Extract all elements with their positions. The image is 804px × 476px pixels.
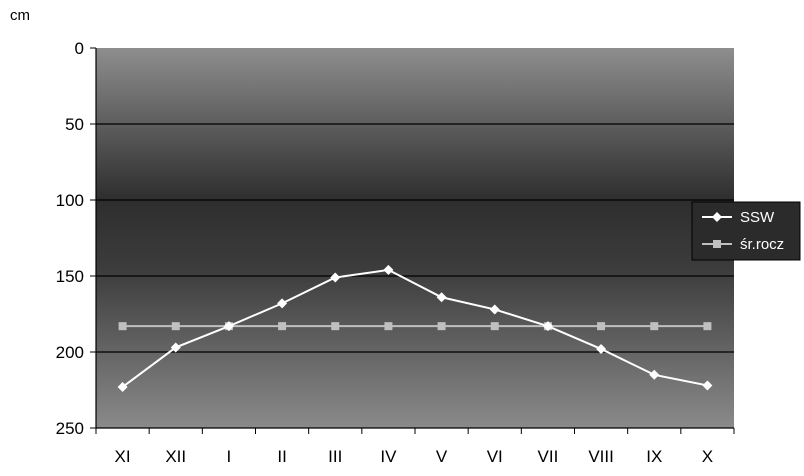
legend: SSW śr.rocz bbox=[691, 201, 801, 261]
y-tick-label: 100 bbox=[56, 191, 84, 210]
y-axis-label: cm bbox=[10, 7, 30, 24]
y-tick-label: 150 bbox=[56, 267, 84, 286]
data-point bbox=[649, 369, 660, 380]
data-point bbox=[384, 322, 393, 331]
legend-label: śr.rocz bbox=[740, 236, 784, 253]
series-line bbox=[121, 268, 708, 388]
data-point bbox=[171, 322, 180, 331]
data-point bbox=[490, 322, 499, 331]
data-point bbox=[223, 321, 234, 332]
legend-marker bbox=[713, 240, 721, 248]
grid-lines bbox=[96, 123, 734, 353]
legend-box bbox=[691, 201, 801, 261]
x-tick-label: IV bbox=[380, 447, 397, 466]
data-point bbox=[278, 322, 287, 331]
x-tick-label: II bbox=[277, 447, 286, 466]
data-point bbox=[542, 321, 553, 332]
plot-area bbox=[96, 48, 734, 428]
x-tick-label: XI bbox=[115, 447, 131, 466]
x-tick-label: XII bbox=[165, 447, 186, 466]
x-tick-label: VII bbox=[538, 447, 559, 466]
y-tick-label: 50 bbox=[65, 115, 84, 134]
legend-marker bbox=[712, 212, 722, 222]
x-tick-label: VIII bbox=[588, 447, 614, 466]
x-tick-label: VI bbox=[487, 447, 503, 466]
data-point bbox=[650, 322, 659, 331]
x-tick-label: III bbox=[328, 447, 342, 466]
y-tick-label: 250 bbox=[56, 419, 84, 438]
y-tick-label: 200 bbox=[56, 343, 84, 362]
data-point bbox=[118, 322, 127, 331]
data-point bbox=[489, 304, 500, 315]
x-tick-label: X bbox=[702, 447, 713, 466]
series-layer bbox=[117, 264, 713, 392]
data-point bbox=[436, 292, 447, 303]
data-point bbox=[437, 322, 446, 331]
data-point bbox=[597, 322, 606, 331]
data-point bbox=[330, 272, 341, 283]
data-point bbox=[703, 322, 712, 331]
data-point bbox=[596, 343, 607, 354]
y-tick-label: 0 bbox=[75, 39, 84, 58]
data-point bbox=[170, 342, 181, 353]
legend-label: SSW bbox=[740, 209, 775, 226]
x-tick-label: IX bbox=[646, 447, 662, 466]
data-point bbox=[383, 264, 394, 275]
data-point bbox=[331, 322, 340, 331]
data-point bbox=[117, 381, 128, 392]
data-point bbox=[277, 298, 288, 309]
x-tick-label: V bbox=[436, 447, 448, 466]
x-tick-label: I bbox=[227, 447, 232, 466]
data-point bbox=[702, 380, 713, 391]
